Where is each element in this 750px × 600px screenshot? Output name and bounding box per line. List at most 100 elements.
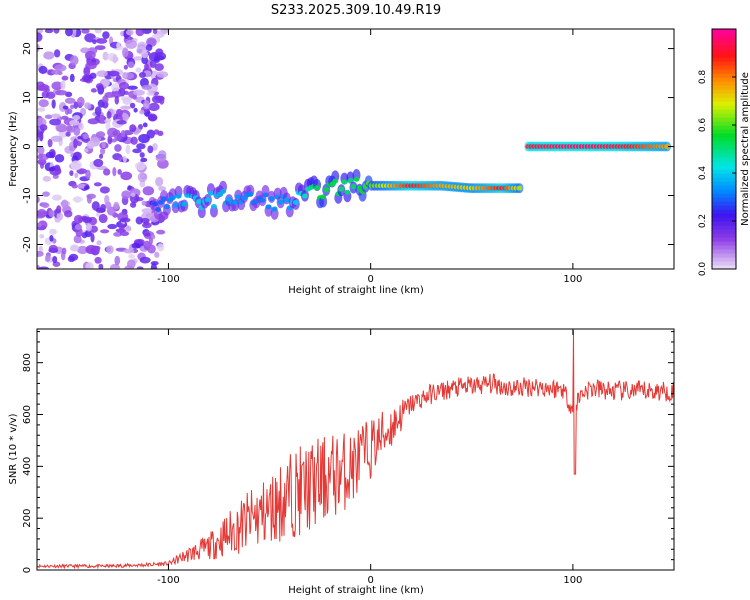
- heatmap-y-tick-label: -10: [22, 187, 33, 203]
- colorbar-segment: [712, 49, 736, 54]
- noise-blob: [116, 120, 127, 125]
- noise-blob: [129, 124, 137, 133]
- noise-blob: [152, 143, 158, 151]
- noise-blob: [49, 228, 57, 235]
- colorbar-segment: [712, 201, 736, 206]
- noise-blob: [146, 129, 156, 139]
- noise-blob: [147, 145, 154, 154]
- track-halo: [209, 205, 218, 218]
- noise-blob: [53, 29, 60, 34]
- track-core: [204, 197, 211, 203]
- noise-blob: [96, 70, 108, 78]
- noise-blob: [127, 259, 136, 269]
- colorbar-segment: [712, 137, 736, 142]
- noise-blob: [86, 194, 92, 204]
- track-core: [271, 206, 278, 212]
- colorbar-segment: [712, 265, 736, 270]
- noise-blob: [85, 61, 97, 70]
- noise-blob: [141, 84, 152, 90]
- noise-blob: [122, 47, 129, 58]
- noise-blob: [65, 131, 71, 137]
- noise-blob: [117, 169, 122, 175]
- noise-blob: [89, 72, 97, 79]
- noise-blob: [156, 229, 166, 235]
- noise-blob: [90, 233, 95, 243]
- noise-blob: [104, 194, 110, 205]
- noise-blob: [133, 107, 138, 113]
- noise-blob: [40, 162, 45, 169]
- colorbar-segment: [712, 209, 736, 214]
- noise-blob: [112, 129, 121, 136]
- noise-blob: [42, 175, 52, 182]
- noise-blob: [139, 256, 151, 264]
- colorbar-segment: [712, 133, 736, 138]
- noise-blob: [69, 73, 75, 83]
- noise-blob: [44, 29, 54, 34]
- noise-blob: [50, 135, 63, 142]
- track-core: [210, 204, 217, 210]
- track-core: [265, 204, 272, 210]
- noise-blob: [78, 122, 84, 131]
- noise-blob: [90, 88, 97, 93]
- colorbar-segment: [712, 93, 736, 98]
- snr-y-tick-label: 400: [22, 457, 33, 476]
- noise-blob: [73, 214, 84, 224]
- noise-blob: [125, 226, 132, 232]
- noise-blob: [107, 135, 113, 145]
- noise-blob: [99, 114, 105, 124]
- noise-blob: [101, 141, 106, 149]
- colorbar-segment: [712, 165, 736, 170]
- noise-blob: [114, 133, 122, 141]
- noise-blob: [158, 186, 167, 192]
- noise-blob: [51, 113, 61, 119]
- noise-blob: [85, 244, 98, 255]
- colorbar-segment: [712, 173, 736, 178]
- noise-blob: [113, 201, 120, 210]
- noise-blob: [83, 67, 91, 77]
- noise-blob: [144, 232, 151, 237]
- noise-blob: [64, 97, 76, 104]
- noise-blob: [39, 124, 48, 131]
- heatmap-cells: [37, 29, 672, 269]
- noise-blob: [93, 158, 104, 168]
- track-core: [292, 200, 299, 206]
- noise-blob: [120, 171, 133, 181]
- noise-blob: [103, 80, 110, 87]
- noise-blob: [102, 31, 110, 39]
- colorbar-segment: [712, 61, 736, 66]
- noise-blob: [140, 217, 150, 224]
- noise-blob: [112, 167, 117, 177]
- noise-blob: [50, 69, 62, 75]
- noise-blob: [153, 129, 160, 135]
- colorbar-segment: [712, 261, 736, 266]
- noise-blob: [70, 104, 75, 110]
- noise-blob: [66, 108, 73, 115]
- noise-blob: [156, 71, 169, 78]
- track-core: [235, 194, 242, 200]
- noise-blob: [133, 89, 145, 96]
- snr-line-panel: Height of straight line (km) SNR (10 * v…: [8, 328, 675, 596]
- noise-blob: [84, 229, 92, 238]
- noise-blob: [142, 186, 155, 196]
- noise-blob: [118, 81, 130, 90]
- noise-blob: [54, 153, 65, 163]
- noise-blob: [92, 39, 97, 45]
- track-core: [341, 179, 348, 185]
- track-core: [314, 185, 321, 191]
- track-core: [172, 202, 179, 208]
- noise-blob: [129, 102, 136, 109]
- noise-blob: [48, 209, 55, 218]
- colorbar-segment: [712, 109, 736, 114]
- noise-blob: [95, 38, 108, 44]
- noise-blob: [120, 31, 125, 37]
- track-core: [259, 197, 266, 203]
- noise-blob: [106, 245, 114, 254]
- noise-blob: [74, 224, 83, 230]
- noise-blob: [106, 111, 112, 119]
- noise-blob: [49, 235, 54, 242]
- colorbar: Normalized spectral amplitude 0.0 0.2 0.4 0…: [698, 28, 750, 276]
- track-core: [175, 193, 182, 199]
- noise-blob: [141, 56, 148, 65]
- noise-blob: [91, 201, 100, 211]
